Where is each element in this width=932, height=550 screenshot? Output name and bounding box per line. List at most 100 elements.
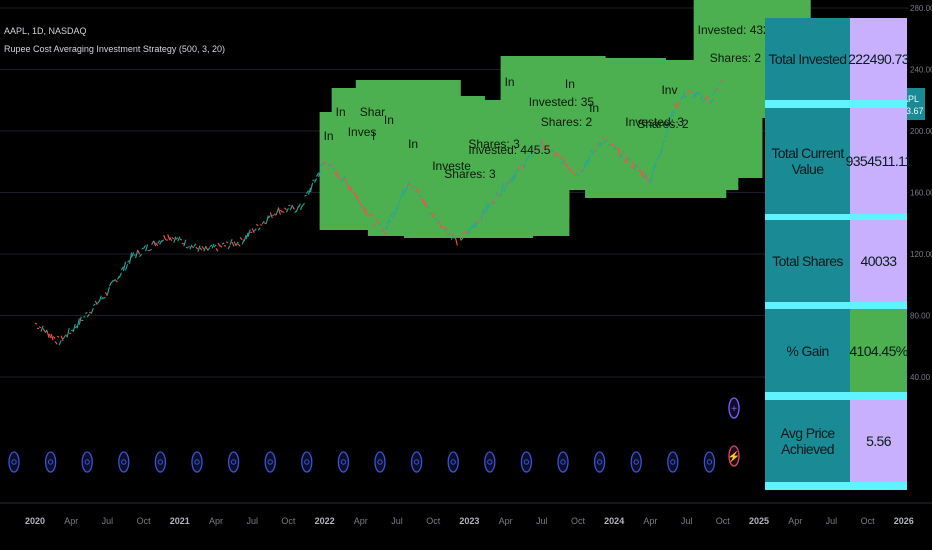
event-marker-icon[interactable] — [81, 451, 93, 473]
price-segment — [507, 181, 511, 185]
event-marker-icon[interactable] — [667, 451, 679, 473]
marker-ring — [484, 451, 496, 473]
price-segment — [563, 157, 567, 168]
price-segment — [149, 249, 152, 251]
x-axis: 2020 Apr Jul Oct 2021 Apr Jul Oct 2022 Apr Jul Oct 2… — [25, 516, 914, 526]
price-segment — [480, 208, 485, 221]
price-segment — [338, 177, 342, 180]
table-row-total-shares: Total Shares 40033 — [765, 220, 907, 302]
price-segment — [587, 155, 591, 164]
table-separator — [765, 392, 907, 400]
x-tick-label: 2022 — [315, 516, 335, 526]
event-markers[interactable]: +⚡ — [8, 397, 740, 473]
price-segment — [698, 92, 702, 96]
price-segment — [631, 161, 635, 170]
x-tick-label: Apr — [788, 516, 802, 526]
y-axis: 280.00 240.00 200.00 160.00 120.00 80.00 40.00 — [910, 4, 932, 382]
price-segment — [625, 155, 629, 163]
price-segment — [398, 196, 402, 202]
price-segment — [599, 141, 603, 146]
event-marker-icon[interactable] — [374, 451, 386, 473]
event-marker-icon[interactable] — [703, 451, 716, 473]
price-segment — [318, 170, 322, 177]
marker-ring — [44, 451, 57, 473]
event-marker-icon[interactable] — [557, 451, 569, 473]
price-segment — [289, 204, 293, 211]
price-segment — [474, 220, 478, 228]
price-series — [34, 80, 723, 346]
marker-ring — [337, 451, 350, 473]
price-segment — [529, 150, 533, 154]
price-segment — [716, 88, 720, 91]
event-marker-icon[interactable] — [154, 451, 167, 473]
marker-ring — [410, 451, 423, 473]
price-segment — [430, 213, 434, 219]
price-segment — [121, 266, 124, 271]
price-segment — [179, 238, 183, 241]
investment-label: Shares: 2 — [541, 115, 593, 129]
marker-ring — [728, 445, 740, 467]
price-segment — [269, 212, 273, 219]
price-segment — [306, 190, 309, 194]
price-segment — [511, 175, 515, 182]
price-segment — [92, 303, 96, 307]
investment-label: Shares: 3 — [444, 167, 496, 181]
investment-label: In — [336, 105, 346, 119]
price-segment — [501, 182, 505, 192]
event-marker-icon[interactable] — [593, 451, 606, 473]
flash-marker-icon[interactable]: ⚡ — [728, 445, 740, 467]
event-marker-icon[interactable] — [301, 451, 313, 473]
price-segment — [591, 150, 595, 155]
price-segment — [203, 245, 207, 252]
price-segment — [66, 328, 70, 338]
price-segment — [440, 224, 444, 229]
price-segment — [700, 95, 704, 101]
event-marker-icon[interactable] — [337, 451, 350, 473]
price-segment — [712, 91, 716, 96]
x-tick-label: Apr — [643, 516, 657, 526]
investment-label: Invested: 3 — [625, 115, 684, 129]
price-segment — [499, 192, 503, 198]
price-segment — [416, 188, 420, 194]
event-marker-icon[interactable] — [447, 451, 459, 473]
price-segment — [454, 236, 458, 246]
event-marker-icon[interactable] — [520, 451, 533, 473]
price-segment — [74, 325, 78, 329]
marker-dot — [84, 459, 90, 465]
price-segment — [694, 91, 698, 98]
investment-label: In — [565, 77, 575, 91]
price-segment — [513, 172, 517, 181]
price-segment — [215, 248, 219, 252]
event-marker-icon[interactable] — [8, 451, 20, 473]
table-value: 222490.73 — [848, 18, 909, 100]
event-marker-icon[interactable] — [44, 451, 57, 473]
price-segment — [279, 209, 283, 213]
price-segment — [418, 195, 422, 197]
price-segment — [127, 260, 130, 263]
price-segment — [509, 177, 513, 183]
event-marker-icon[interactable] — [118, 451, 130, 473]
price-segment — [585, 159, 589, 165]
price-segment — [676, 102, 680, 108]
price-segment — [309, 182, 314, 193]
event-marker-icon[interactable] — [410, 451, 423, 473]
price-segment — [128, 252, 133, 264]
price-segment — [607, 143, 611, 146]
investment-label: Investe — [432, 159, 471, 173]
event-marker-icon[interactable] — [227, 451, 240, 473]
price-segment — [350, 187, 354, 193]
price-segment — [324, 160, 328, 165]
price-segment — [503, 188, 507, 193]
event-marker-icon[interactable] — [630, 451, 642, 473]
price-segment — [537, 147, 541, 150]
marker-ring — [374, 451, 386, 473]
event-marker-icon[interactable] — [264, 451, 276, 473]
price-segment — [235, 241, 239, 246]
event-marker-icon[interactable] — [484, 451, 496, 473]
event-marker-icon[interactable] — [191, 451, 203, 473]
price-segment — [659, 146, 663, 154]
price-segment — [706, 95, 710, 100]
price-segment — [638, 169, 641, 172]
plus-marker-icon[interactable]: + — [728, 397, 740, 419]
